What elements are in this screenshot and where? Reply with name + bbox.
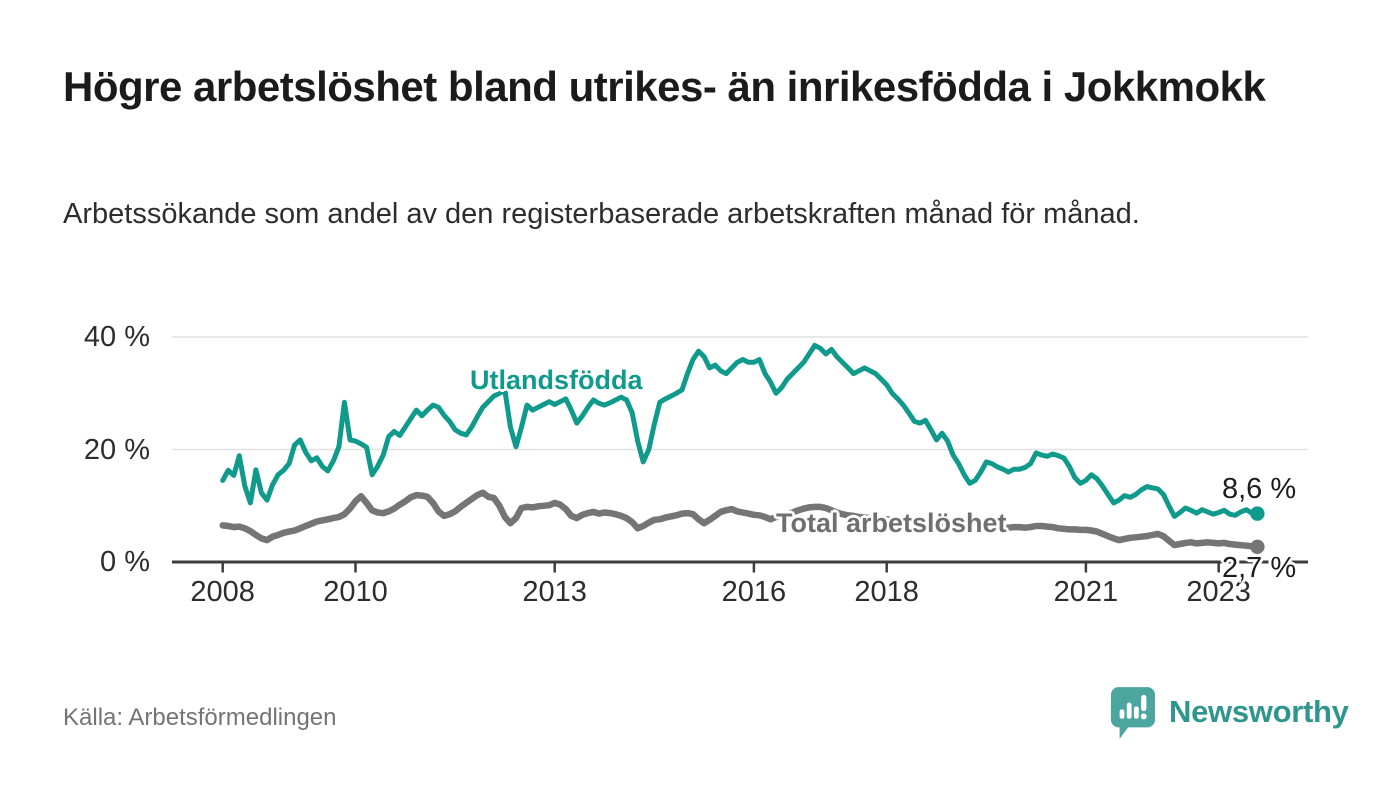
logo-wordmark: Newsworthy — [1169, 694, 1349, 729]
total-end-value-label: 2,7 % — [1222, 552, 1297, 584]
utlandsfodda-end-value-label: 8,6 % — [1222, 473, 1297, 505]
logo-bar-2 — [1126, 702, 1132, 719]
x-axis-label: 2023 — [1186, 576, 1251, 608]
page-title: Högre arbetslöshet bland utrikes- än inr… — [63, 63, 1266, 110]
y-axis-label: 40 % — [83, 321, 150, 353]
x-axis-label: 2010 — [323, 576, 388, 608]
newsworthy-badge-icon — [1110, 687, 1156, 739]
source-text: Källa: Arbetsförmedlingen — [63, 704, 337, 731]
utlandsfodda-end-dot — [1250, 506, 1265, 521]
logo-exclamation-bar — [1141, 694, 1147, 712]
y-axis-label: 20 % — [83, 433, 150, 466]
utlandsfodda-line — [220, 342, 1260, 519]
total-arbetsloshet-line — [219, 489, 1261, 551]
total-end-dot — [1250, 539, 1265, 554]
newsworthy-logo: Newsworthy — [1110, 686, 1350, 746]
logo-exclamation-dot — [1140, 713, 1147, 720]
total-arbetsloshet-series-label: Total arbetslöshet — [776, 508, 1007, 538]
x-axis-label: 2021 — [1053, 576, 1119, 608]
logo-bar-3 — [1133, 706, 1139, 719]
y-axis-label: 0 % — [100, 546, 150, 578]
utlandsfodda-series-label: Utlandsfödda — [470, 365, 643, 395]
logo-bar-1 — [1119, 709, 1125, 719]
x-axis-label: 2013 — [522, 576, 587, 608]
page-subtitle: Arbetssökande som andel av den registerb… — [63, 198, 1140, 230]
x-axis-label: 2018 — [854, 576, 919, 608]
x-axis-label: 2008 — [190, 576, 255, 608]
x-axis-label: 2016 — [721, 576, 787, 608]
